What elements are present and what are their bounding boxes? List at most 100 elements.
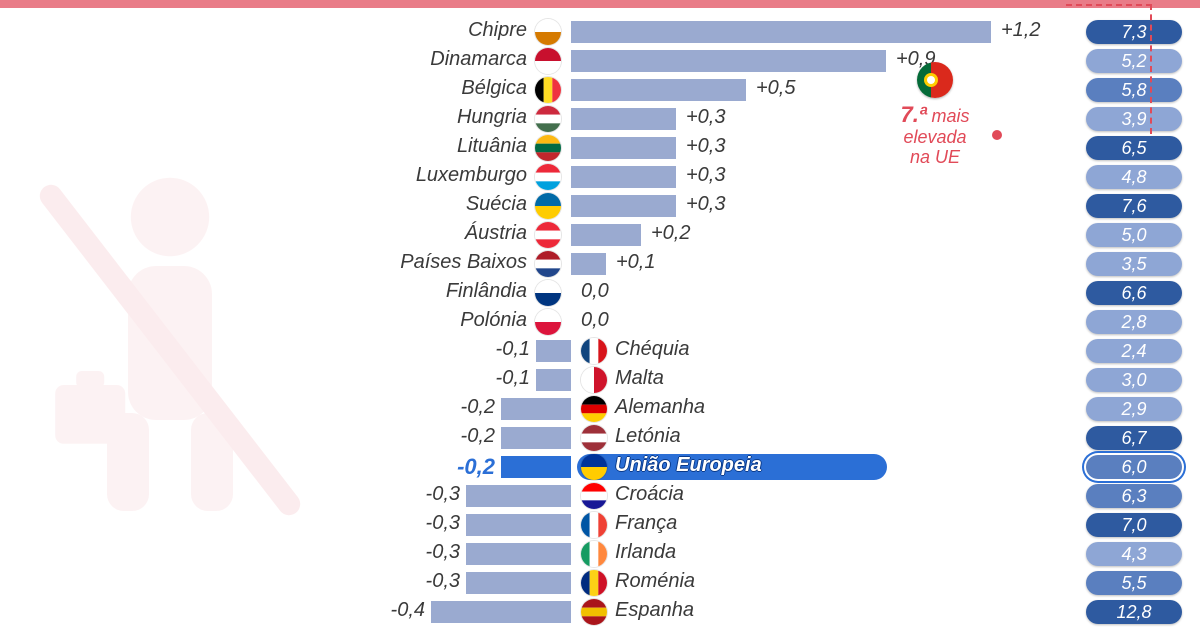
bar <box>571 50 886 72</box>
rate-pill: 5,2 <box>1086 49 1182 73</box>
bar <box>536 340 571 362</box>
chart-row: Espanha -0,4 12,8 <box>0 598 1200 626</box>
rate-pill: 6,6 <box>1086 281 1182 305</box>
diverging-bar-chart: Chipre+1,27,3Dinamarca+0,95,2Bélgica +0,5… <box>0 0 1200 627</box>
value-label: -0,3 <box>426 570 460 593</box>
country-label: Malta <box>615 367 664 390</box>
rate-pill: 6,7 <box>1086 426 1182 450</box>
country-label: Dinamarca <box>430 48 527 71</box>
country-label: Suécia <box>466 193 527 216</box>
chart-row: Finlândia0,06,6 <box>0 279 1200 307</box>
country-flag-icon <box>535 164 561 190</box>
country-flag-icon <box>535 251 561 277</box>
country-flag-icon <box>581 599 607 625</box>
country-flag-icon <box>581 483 607 509</box>
value-label: 0,0 <box>581 309 609 332</box>
chart-row: Suécia+0,37,6 <box>0 192 1200 220</box>
country-flag-icon <box>581 570 607 596</box>
value-label: 0,0 <box>581 280 609 303</box>
chart-row: Países Baixos+0,13,5 <box>0 250 1200 278</box>
chart-row: União Europeia-0,26,0 <box>0 453 1200 481</box>
value-label: -0,2 <box>461 425 495 448</box>
rate-pill: 6,5 <box>1086 136 1182 160</box>
country-flag-icon <box>581 396 607 422</box>
chart-row: Chéquia -0,1 2,4 <box>0 337 1200 365</box>
value-label: +0,5 <box>756 77 795 100</box>
chart-row: Croácia-0,36,3 <box>0 482 1200 510</box>
country-flag-icon <box>535 309 561 335</box>
country-label: Chéquia <box>615 338 690 361</box>
bar <box>466 514 571 536</box>
country-label: União Europeia <box>615 454 762 477</box>
chart-row: Áustria+0,25,0 <box>0 221 1200 249</box>
chart-row: Chipre+1,27,3 <box>0 18 1200 46</box>
rate-pill: 5,8 <box>1086 78 1182 102</box>
rate-pill: 2,9 <box>1086 397 1182 421</box>
value-label: -0,4 <box>391 599 425 622</box>
value-label: +0,1 <box>616 251 655 274</box>
country-label: Hungria <box>457 106 527 129</box>
bar <box>571 137 676 159</box>
country-label: Espanha <box>615 599 694 622</box>
country-label: Polónia <box>460 309 527 332</box>
country-flag-icon <box>581 338 607 364</box>
callout-dashed-line-v <box>1150 4 1152 134</box>
rank-text-2: elevada <box>860 128 1010 148</box>
portugal-flag-icon <box>917 62 953 98</box>
country-flag-icon <box>535 193 561 219</box>
chart-row: Dinamarca+0,95,2 <box>0 47 1200 75</box>
country-flag-icon <box>535 19 561 45</box>
country-label: Letónia <box>615 425 681 448</box>
value-label: +0,2 <box>651 222 690 245</box>
rank-text-1: mais <box>931 106 969 126</box>
bar <box>571 166 676 188</box>
callout-dashed-line-h <box>1066 4 1152 6</box>
value-label: -0,1 <box>496 367 530 390</box>
country-label: Lituânia <box>457 135 527 158</box>
bar <box>536 369 571 391</box>
bar <box>571 253 606 275</box>
rank-number: 7.ª <box>901 102 928 127</box>
value-label: +0,3 <box>686 164 725 187</box>
rate-pill: 3,9 <box>1086 107 1182 131</box>
country-label: Irlanda <box>615 541 676 564</box>
rate-pill: 5,5 <box>1086 571 1182 595</box>
country-flag-icon <box>581 367 607 393</box>
rate-pill: 7,0 <box>1086 513 1182 537</box>
rate-pill: 3,5 <box>1086 252 1182 276</box>
value-label: -0,3 <box>426 512 460 535</box>
bar <box>571 108 676 130</box>
chart-row: Alemanha -0,2 2,9 <box>0 395 1200 423</box>
rank-text-3: na UE <box>860 148 1010 168</box>
country-flag-icon <box>581 454 607 480</box>
country-flag-icon <box>535 106 561 132</box>
rate-pill: 7,3 <box>1086 20 1182 44</box>
country-label: Alemanha <box>615 396 705 419</box>
country-flag-icon <box>581 541 607 567</box>
value-label: -0,3 <box>426 483 460 506</box>
country-flag-icon <box>535 48 561 74</box>
bar <box>571 224 641 246</box>
value-label: -0,2 <box>461 396 495 419</box>
bar <box>501 427 571 449</box>
value-label: +0,3 <box>686 106 725 129</box>
value-label: +0,3 <box>686 135 725 158</box>
rate-pill: 6,3 <box>1086 484 1182 508</box>
value-label: -0,2 <box>457 454 495 480</box>
country-label: França <box>615 512 677 535</box>
chart-row: Bélgica +0,5 5,8 <box>0 76 1200 104</box>
chart-row: Malta-0,13,0 <box>0 366 1200 394</box>
country-label: Bélgica <box>461 77 527 100</box>
bar <box>466 485 571 507</box>
bar <box>571 79 746 101</box>
chart-row: Polónia0,02,8 <box>0 308 1200 336</box>
rate-pill: 12,8 <box>1086 600 1182 624</box>
bar <box>501 398 571 420</box>
country-flag-icon <box>535 222 561 248</box>
bar <box>571 195 676 217</box>
rate-pill: 2,4 <box>1086 339 1182 363</box>
country-label: Luxemburgo <box>416 164 527 187</box>
value-label: -0,1 <box>496 338 530 361</box>
bar <box>571 21 991 43</box>
rate-pill: 4,8 <box>1086 165 1182 189</box>
